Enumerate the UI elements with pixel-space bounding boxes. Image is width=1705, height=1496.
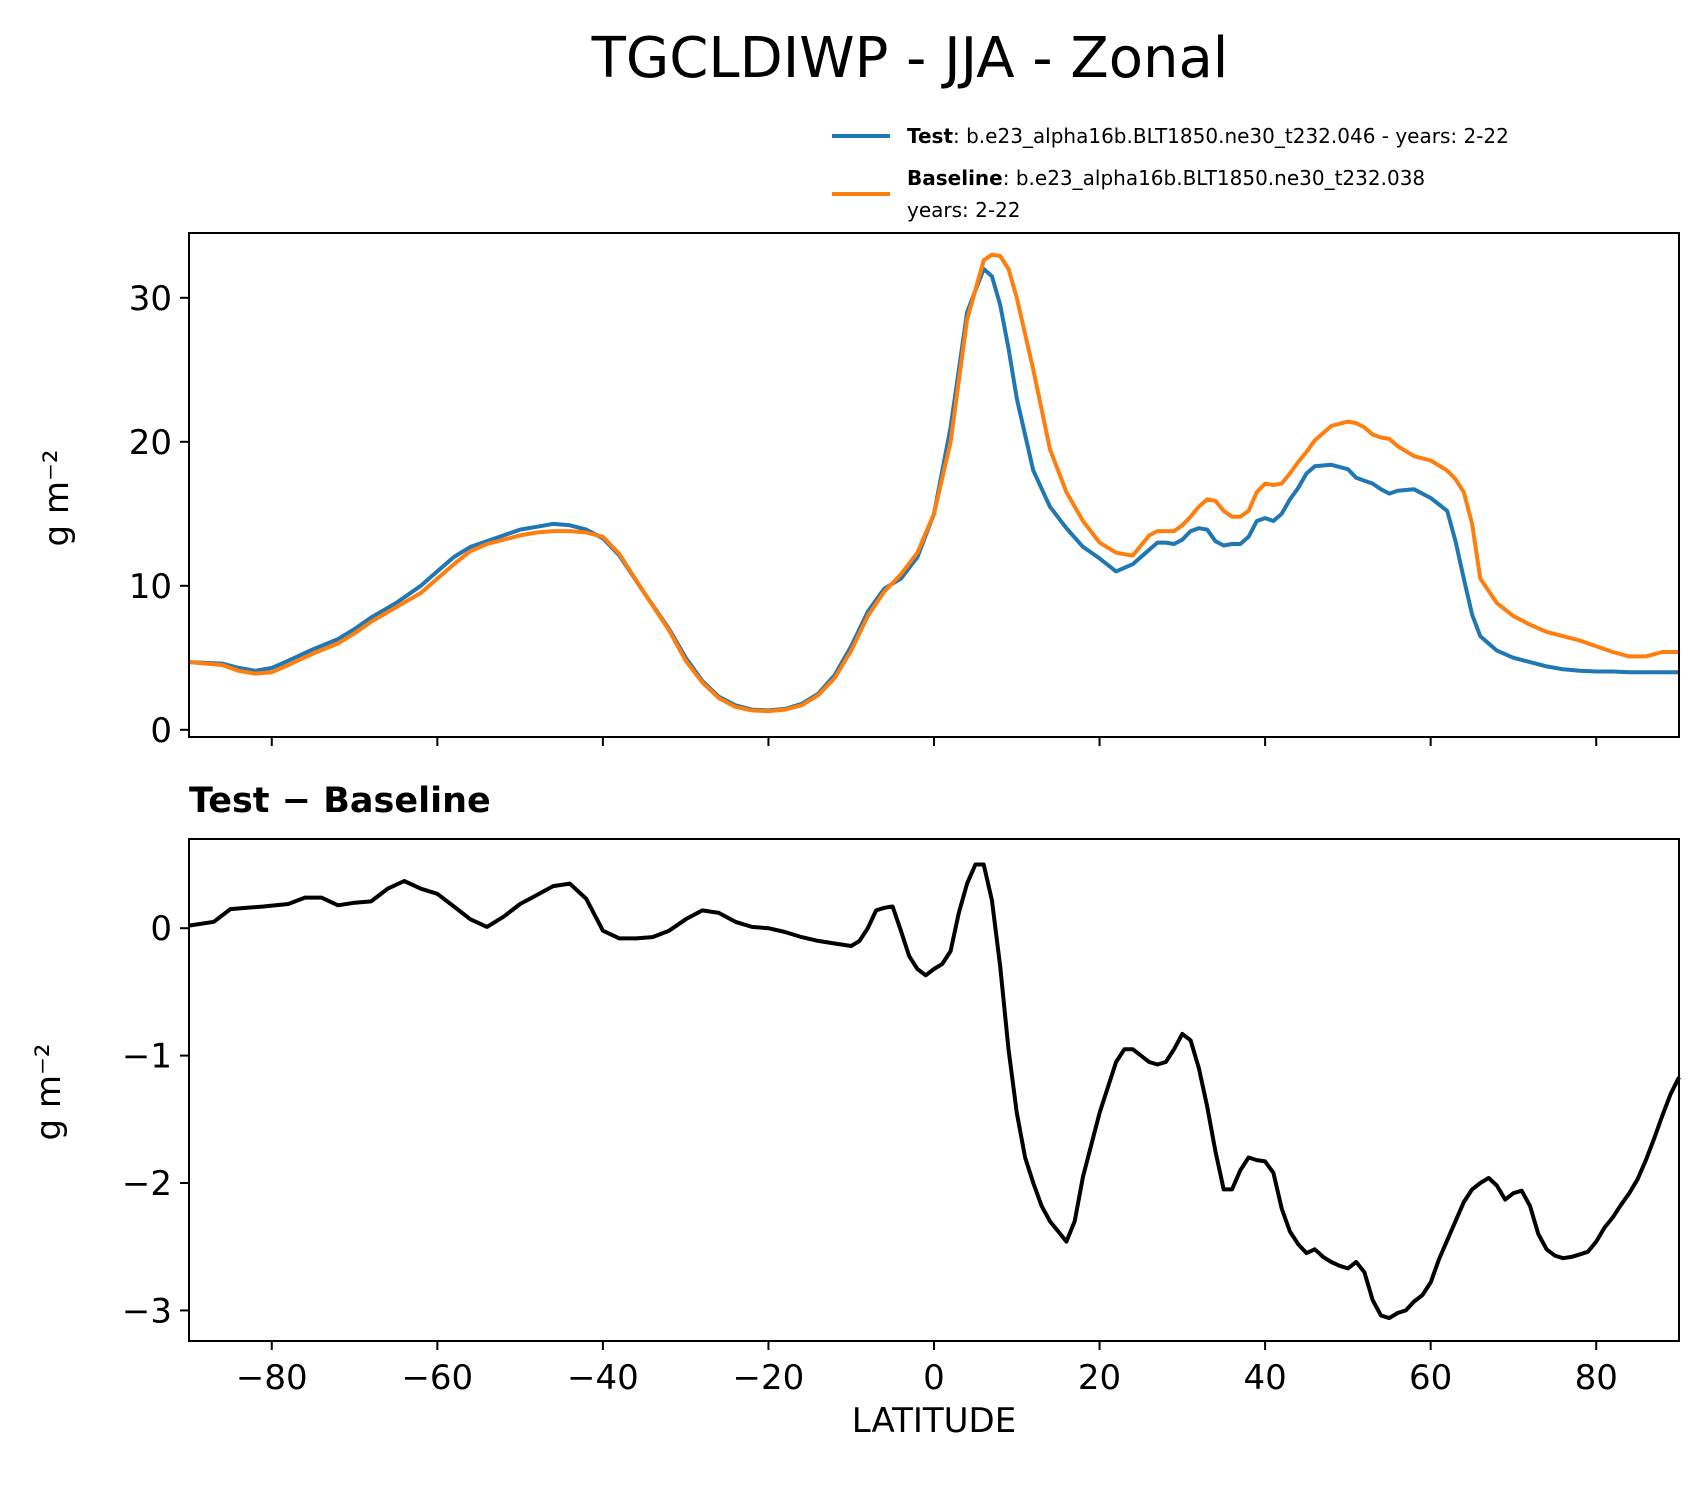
top-y-tick-label: 20 xyxy=(129,423,172,463)
bottom-x-tick-label: −40 xyxy=(567,1358,639,1398)
bottom-x-tick-label: −60 xyxy=(401,1358,473,1398)
bottom-x-tick-label: −20 xyxy=(733,1358,805,1398)
legend-test-entry: Test: b.e23_alpha16b.BLT1850.ne30_t232.0… xyxy=(907,124,1509,148)
legend-baseline-text: : b.e23_alpha16b.BLT1850.ne30_t232.038 xyxy=(1003,166,1425,190)
bottom-x-tick-label: −80 xyxy=(236,1358,308,1398)
legend-baseline-entry: Baseline: b.e23_alpha16b.BLT1850.ne30_t2… xyxy=(907,166,1425,190)
x-axis-label: LATITUDE xyxy=(852,1401,1016,1441)
top-series-lines xyxy=(188,252,1679,714)
bottom-y-ticks: 0 −1 −2 −3 xyxy=(122,909,189,1331)
top-y-ticks: 0 10 20 30 xyxy=(129,279,189,751)
bottom-x-tick-label: 60 xyxy=(1409,1358,1452,1398)
bottom-y-tick-label: −2 xyxy=(122,1164,172,1204)
bottom-panel: Test − Baseline g m⁻² 0−1−2−3 −80 −60 −40−… xyxy=(29,781,1681,1441)
top-panel: g m⁻² 0 10 20 30 xyxy=(37,232,1680,751)
legend: Test: b.e23_alpha16b.BLT1850.ne30_t232.0… xyxy=(832,124,1509,222)
bottom-x-tick-label: 20 xyxy=(1078,1358,1121,1398)
top-y-tick-label: 10 xyxy=(129,567,172,607)
bottom-plot-frame xyxy=(188,838,1680,1342)
bottom-x-ticks: −80 −60 −40 −20 0 20 40 60 80 xyxy=(236,1341,1618,1398)
top-y-tick-label: 0 xyxy=(150,711,172,751)
top-series-baseline-line xyxy=(188,252,1679,714)
bottom-x-tick-label: 40 xyxy=(1243,1358,1286,1398)
legend-baseline-text2: years: 2-22 xyxy=(907,198,1021,222)
legend-test-name: Test xyxy=(907,124,953,148)
bottom-y-tick-label: 0 xyxy=(150,909,172,949)
top-series-test-line xyxy=(188,267,1679,713)
bottom-series-diff-line xyxy=(188,862,1681,1321)
bottom-x-tick-label: 0 xyxy=(923,1358,945,1398)
bottom-y-axis-label: g m⁻² xyxy=(29,1043,69,1140)
top-y-tick-label: 30 xyxy=(129,279,172,319)
bottom-y-tick-label: −1 xyxy=(122,1037,172,1077)
bottom-x-tick-label: 80 xyxy=(1575,1358,1618,1398)
legend-test-text: : b.e23_alpha16b.BLT1850.ne30_t232.046 -… xyxy=(953,124,1509,148)
bottom-panel-title: Test − Baseline xyxy=(189,781,491,821)
legend-baseline-name: Baseline xyxy=(907,166,1003,190)
figure-title: TGCLDIWP - JJA - Zonal xyxy=(591,26,1229,91)
top-x-ticks xyxy=(270,737,1598,746)
top-y-axis-label: g m⁻² xyxy=(37,449,77,546)
bottom-y-tick-label: −3 xyxy=(122,1291,172,1331)
bottom-series-lines xyxy=(188,862,1681,1321)
top-plot-frame xyxy=(188,232,1680,738)
